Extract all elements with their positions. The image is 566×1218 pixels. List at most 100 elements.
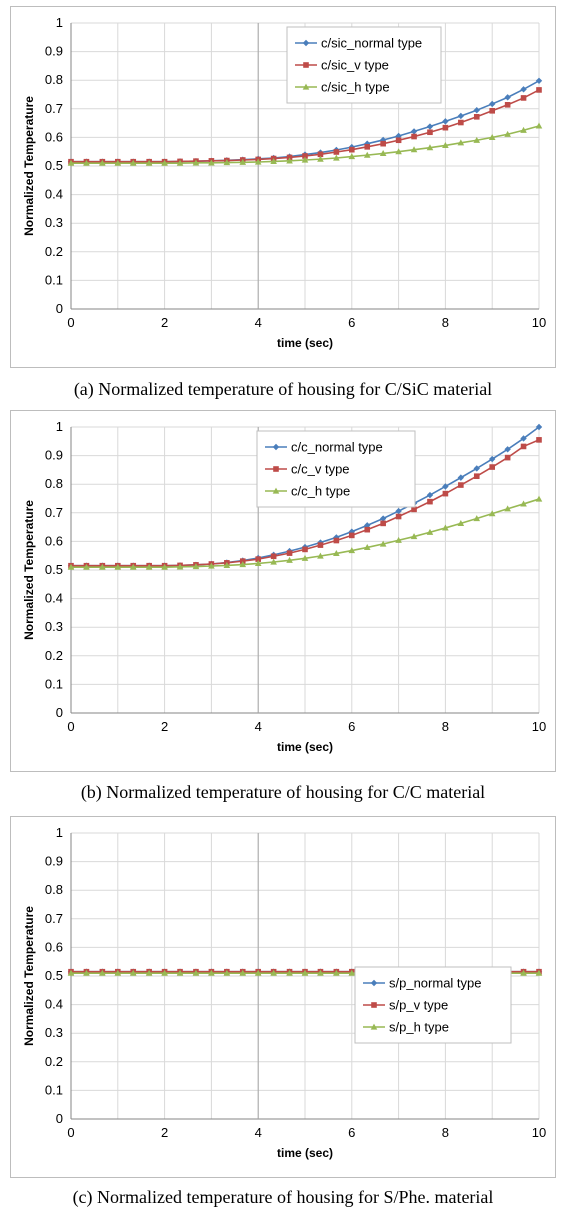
data-point: [302, 153, 308, 159]
y-axis-label: Normalized Temperature: [22, 906, 36, 1046]
data-point: [255, 556, 261, 562]
caption-b: (b) Normalized temperature of housing fo…: [80, 782, 486, 802]
y-tick-label: 0.3: [45, 1025, 63, 1040]
data-point: [504, 505, 511, 512]
y-tick-label: 0.1: [45, 676, 63, 691]
y-tick-label: 0.8: [45, 72, 63, 87]
data-point: [504, 454, 511, 461]
legend-swatch-marker: [371, 1002, 377, 1008]
data-point: [286, 550, 293, 556]
legend-label: c/c_h type: [291, 484, 350, 499]
x-axis-label: time (sec): [277, 740, 333, 754]
y-tick-label: 0.1: [45, 272, 63, 287]
data-point: [395, 507, 402, 515]
y-tick-label: 0.2: [45, 1054, 63, 1069]
x-tick-label: 10: [532, 719, 546, 734]
x-tick-label: 0: [67, 315, 74, 330]
data-point: [488, 134, 496, 140]
legend-label: s/p_normal type: [389, 976, 482, 991]
data-point: [301, 156, 309, 163]
legend-label: c/c_v type: [291, 462, 350, 477]
y-tick-label: 0.5: [45, 562, 63, 577]
data-point: [442, 118, 449, 125]
x-tick-label: 0: [67, 1125, 74, 1140]
x-tick-label: 8: [442, 719, 449, 734]
data-point: [114, 563, 122, 570]
data-point: [348, 547, 356, 554]
data-point: [239, 969, 247, 976]
x-tick-label: 6: [348, 719, 355, 734]
data-point: [208, 562, 215, 569]
data-point: [67, 969, 75, 976]
y-tick-label: 0.3: [45, 619, 63, 634]
data-point: [410, 533, 418, 540]
x-tick-label: 2: [161, 719, 168, 734]
data-point: [364, 144, 371, 150]
data-point: [145, 969, 153, 976]
x-tick-label: 6: [348, 315, 355, 330]
data-point: [239, 561, 247, 568]
y-tick-label: 0.6: [45, 939, 63, 954]
data-point: [239, 158, 247, 165]
data-point: [317, 542, 324, 548]
data-point: [254, 158, 262, 165]
data-point: [317, 151, 324, 158]
legend-item: c/c_normal type: [265, 440, 383, 455]
chart-frame-b: 0 0.1 0.2 0.3 0.4 0.5 0.6 0.7 0.8 0.9 1 0 2 4 6 8 10 time…: [10, 410, 556, 772]
legend-item: c/sic_normal type: [295, 36, 422, 51]
data-point: [270, 969, 277, 976]
data-point: [176, 563, 184, 570]
data-point: [395, 137, 402, 144]
y-tick-label: 0.7: [45, 505, 63, 520]
data-point: [333, 537, 340, 544]
data-point: [333, 149, 340, 155]
data-point: [395, 536, 402, 543]
y-tick-label: 0.8: [45, 476, 63, 491]
data-point: [270, 553, 277, 560]
data-point: [364, 526, 371, 533]
legend-item: c/c_h type: [265, 484, 350, 499]
data-point: [114, 969, 122, 976]
data-point: [489, 455, 496, 463]
data-point: [348, 969, 356, 976]
data-point: [286, 969, 293, 976]
data-point: [535, 495, 543, 502]
x-axis-label: time (sec): [277, 336, 333, 350]
x-axis-label: time (sec): [277, 1146, 333, 1160]
legend-item: c/c_v type: [265, 462, 350, 477]
data-point: [442, 490, 449, 497]
legend-label: c/sic_h type: [321, 80, 390, 95]
legend-label: c/c_normal type: [291, 440, 383, 455]
data-point: [286, 556, 293, 563]
x-tick-label: 10: [532, 1125, 546, 1140]
data-point: [473, 473, 480, 479]
data-point: [535, 969, 543, 976]
data-point: [426, 491, 434, 499]
data-point: [208, 969, 215, 976]
data-point: [192, 159, 200, 166]
data-point: [520, 500, 527, 507]
y-tick-label: 0.4: [45, 187, 63, 202]
data-point: [426, 144, 434, 151]
data-point: [302, 546, 308, 553]
data-point: [161, 969, 168, 976]
data-point: [410, 128, 418, 135]
data-point: [254, 560, 262, 567]
data-point: [223, 562, 231, 569]
data-point: [301, 969, 309, 976]
y-tick-label: 1: [56, 419, 63, 434]
data-point: [426, 528, 434, 535]
y-tick-label: 0: [56, 301, 63, 316]
data-point: [145, 159, 153, 166]
data-point: [317, 155, 324, 162]
data-point: [411, 506, 417, 513]
legend-label: s/p_v type: [389, 998, 448, 1013]
data-point: [192, 969, 200, 976]
data-point: [410, 146, 418, 153]
data-point: [457, 139, 465, 146]
data-point: [99, 969, 106, 976]
data-point: [67, 563, 75, 570]
data-point: [379, 150, 387, 157]
x-tick-label: 8: [442, 315, 449, 330]
y-tick-label: 1: [56, 825, 63, 840]
